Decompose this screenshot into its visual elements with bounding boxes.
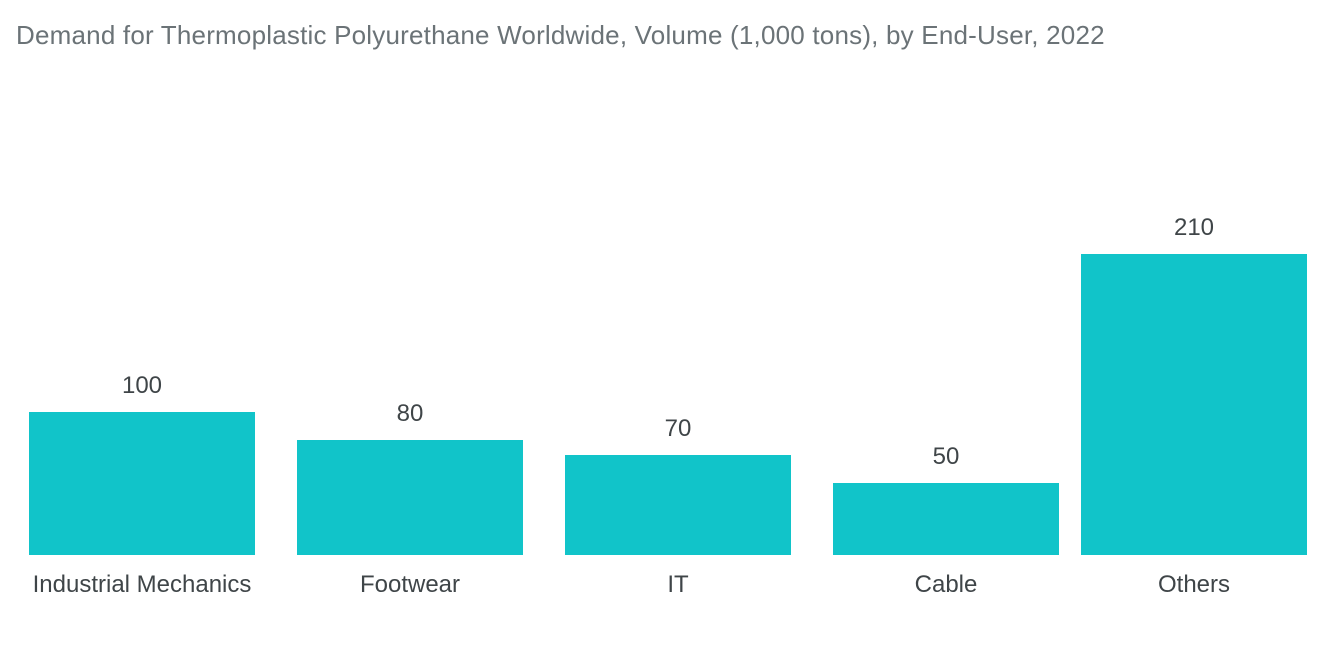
bar-rect bbox=[833, 483, 1059, 555]
bar-group: 210 bbox=[1081, 214, 1307, 555]
x-axis-label: Cable bbox=[915, 571, 978, 599]
bar-group: 100 bbox=[29, 372, 255, 555]
bar-rect bbox=[297, 440, 523, 555]
bar-value-label: 210 bbox=[1174, 214, 1214, 242]
bar-value-label: 100 bbox=[122, 372, 162, 400]
bar-group: 70 bbox=[565, 415, 791, 555]
bar-value-label: 70 bbox=[665, 415, 692, 443]
x-axis-label: Industrial Mechanics bbox=[33, 571, 252, 599]
bar-group: 80 bbox=[297, 400, 523, 555]
bar-group: 50 bbox=[833, 443, 1059, 555]
plot-area: 100 80 70 50 210 bbox=[12, 125, 1308, 555]
bar-value-label: 50 bbox=[933, 443, 960, 471]
bar-rect bbox=[29, 412, 255, 555]
bar-rect bbox=[1081, 254, 1307, 555]
bar-rect bbox=[565, 455, 791, 555]
x-axis-label: IT bbox=[667, 571, 688, 599]
x-axis-label: Footwear bbox=[360, 571, 460, 599]
bar-chart: Demand for Thermoplastic Polyurethane Wo… bbox=[0, 0, 1320, 665]
bar-value-label: 80 bbox=[397, 400, 424, 428]
x-axis-label: Others bbox=[1158, 571, 1230, 599]
chart-title: Demand for Thermoplastic Polyurethane Wo… bbox=[16, 20, 1105, 51]
x-axis-labels: Industrial Mechanics Footwear IT Cable Other… bbox=[12, 571, 1308, 605]
